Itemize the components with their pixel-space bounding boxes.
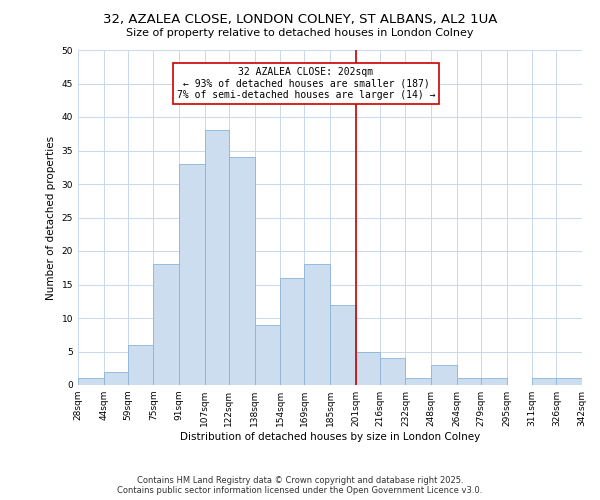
Text: 32 AZALEA CLOSE: 202sqm
← 93% of detached houses are smaller (187)
7% of semi-de: 32 AZALEA CLOSE: 202sqm ← 93% of detache…: [176, 66, 435, 100]
Bar: [356, 352, 380, 385]
Bar: [304, 264, 330, 385]
Bar: [78, 378, 104, 385]
Text: Contains HM Land Registry data © Crown copyright and database right 2025.
Contai: Contains HM Land Registry data © Crown c…: [118, 476, 482, 495]
Bar: [330, 304, 356, 385]
Bar: [481, 378, 506, 385]
Bar: [128, 345, 154, 385]
Bar: [431, 365, 457, 385]
X-axis label: Distribution of detached houses by size in London Colney: Distribution of detached houses by size …: [180, 432, 480, 442]
Text: Size of property relative to detached houses in London Colney: Size of property relative to detached ho…: [126, 28, 474, 38]
Text: 32, AZALEA CLOSE, LONDON COLNEY, ST ALBANS, AL2 1UA: 32, AZALEA CLOSE, LONDON COLNEY, ST ALBA…: [103, 12, 497, 26]
Bar: [532, 378, 556, 385]
Bar: [254, 324, 280, 385]
Bar: [380, 358, 406, 385]
Y-axis label: Number of detached properties: Number of detached properties: [46, 136, 56, 300]
Bar: [179, 164, 205, 385]
Bar: [556, 378, 582, 385]
Bar: [457, 378, 481, 385]
Bar: [154, 264, 179, 385]
Bar: [280, 278, 304, 385]
Bar: [406, 378, 431, 385]
Bar: [104, 372, 128, 385]
Bar: [229, 157, 254, 385]
Bar: [205, 130, 229, 385]
